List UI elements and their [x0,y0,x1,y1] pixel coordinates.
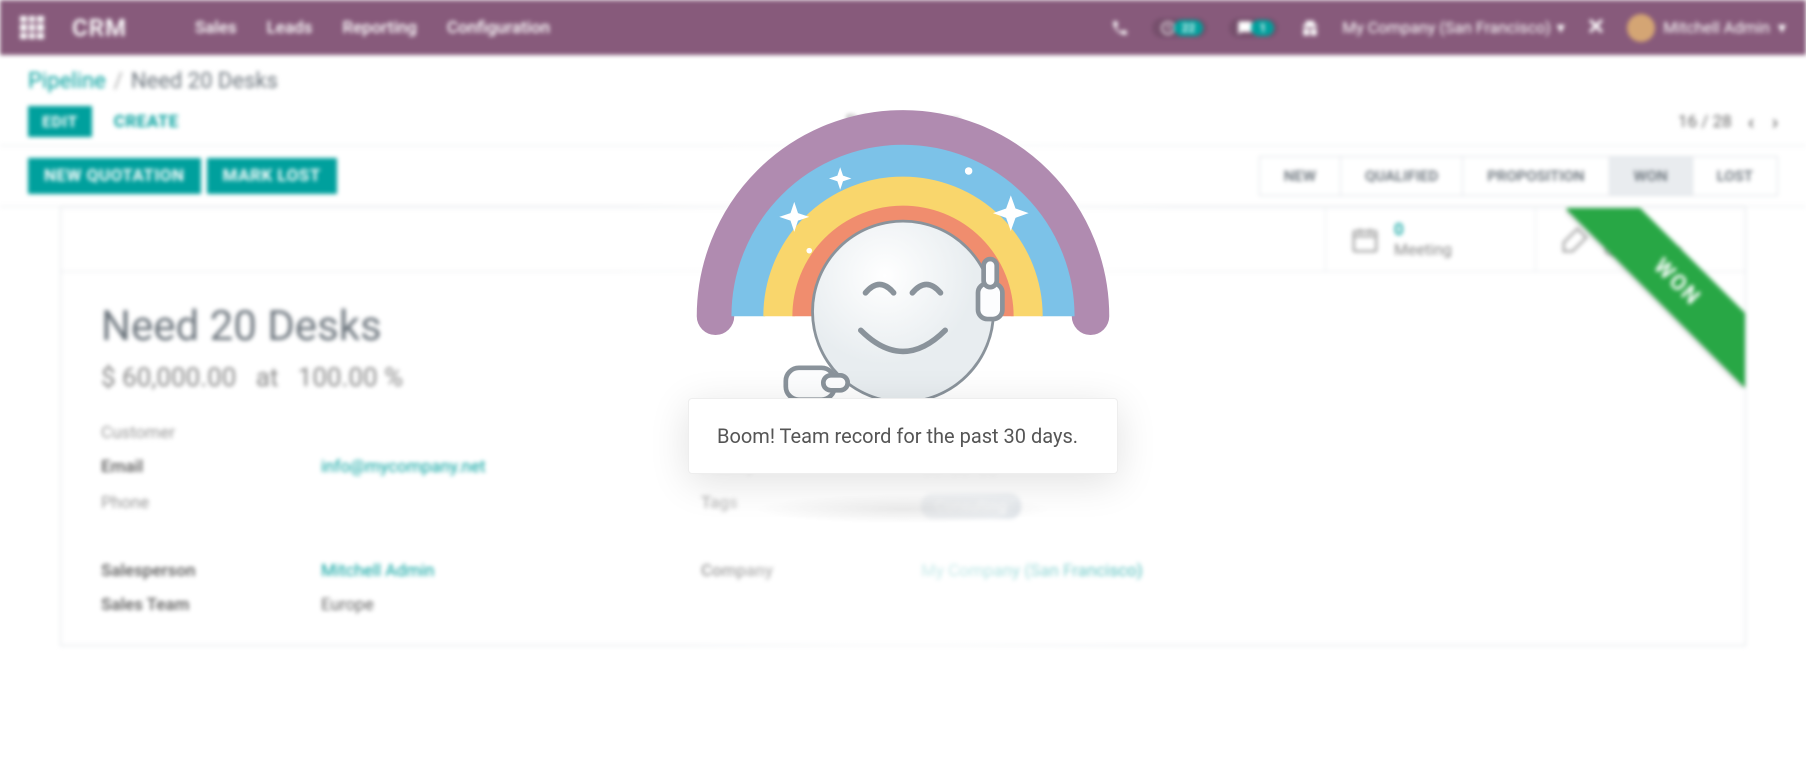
nav-reporting[interactable]: Reporting [342,18,417,38]
top-navigation: CRM Sales Leads Reporting Configuration … [0,0,1806,55]
stat-meeting[interactable]: 0Meeting [1325,208,1535,271]
email-label: Email [101,457,301,479]
phone-value [321,493,681,519]
status-proposition[interactable]: PROPOSITION [1462,156,1609,196]
company-selector[interactable]: My Company (San Francisco)▾ [1342,18,1565,37]
salesteam-label: Sales Team [101,595,301,615]
apps-icon[interactable] [20,16,44,40]
avatar [1627,14,1655,42]
status-won[interactable]: WON [1609,156,1693,196]
customer-label: Customer [101,423,301,443]
pager-text: 16 / 28 [1678,112,1732,132]
company-value[interactable]: My Company (San Francisco) [921,561,1705,581]
customer-value [321,423,681,443]
salesperson-label: Salesperson [101,561,301,581]
breadcrumb-root[interactable]: Pipeline [28,69,106,94]
pager-prev[interactable]: ‹ [1748,110,1754,134]
company-label: Company [701,561,901,581]
gift-icon[interactable] [1300,18,1320,38]
breadcrumb-current: Need 20 Desks [131,69,278,94]
create-button[interactable]: CREATE [114,112,179,132]
mark-lost-button[interactable]: MARK LOST [207,158,337,194]
status-qualified[interactable]: QUALIFIED [1340,156,1463,196]
discuss-count: 1 [1251,20,1274,36]
pager-next[interactable]: › [1772,110,1778,134]
new-quotation-button[interactable]: NEW QUOTATION [28,158,201,194]
nav-leads[interactable]: Leads [267,18,313,38]
rainbow-shadow [753,494,1053,524]
app-brand[interactable]: CRM [72,14,127,42]
activities-button[interactable]: 22 [1152,18,1208,38]
rainbow-message: Boom! Team record for the past 30 days. [688,398,1118,474]
voip-icon[interactable] [1110,18,1130,38]
discuss-button[interactable]: 1 [1229,18,1278,38]
salesteam-value: Europe [321,595,681,615]
activities-count: 22 [1174,20,1204,36]
status-bar: NEW QUALIFIED PROPOSITION WON LOST [1260,156,1778,196]
status-lost[interactable]: LOST [1692,156,1778,196]
salesperson-value[interactable]: Mitchell Admin [321,561,681,581]
edit-button[interactable]: EDIT [28,106,92,137]
close-icon[interactable]: ✕ [1587,15,1605,40]
email-value[interactable]: info@mycompany.net [321,457,681,479]
rainbow-icon [673,110,1133,410]
phone-label: Phone [101,493,301,519]
user-menu[interactable]: Mitchell Admin▾ [1627,14,1786,42]
nav-sales[interactable]: Sales [195,18,237,38]
won-ribbon: WON [1565,208,1745,388]
status-new[interactable]: NEW [1259,156,1341,196]
breadcrumb: Pipeline / Need 20 Desks [28,69,1778,94]
rainbow-man: Boom! Team record for the past 30 days. [653,110,1153,524]
nav-configuration[interactable]: Configuration [447,18,550,38]
